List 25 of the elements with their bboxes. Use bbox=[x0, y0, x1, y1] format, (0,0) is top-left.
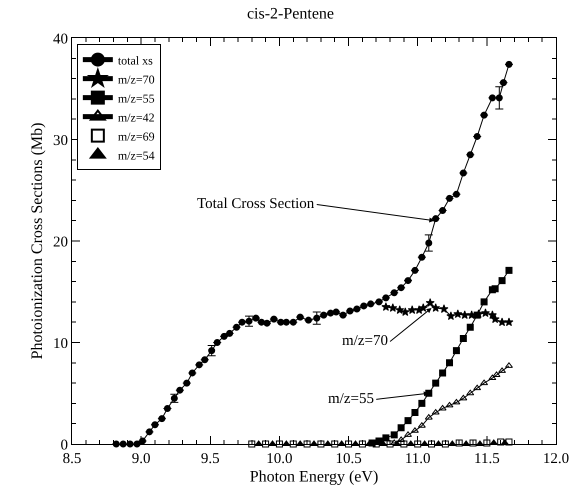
legend-label: m/z=54 bbox=[118, 148, 155, 162]
x-tick-label: 10.5 bbox=[335, 451, 362, 467]
annotation: Total Cross Section bbox=[197, 196, 315, 212]
legend-label: m/z=55 bbox=[118, 91, 155, 106]
y-tick-label: 10 bbox=[53, 336, 68, 352]
x-tick-label: 12.0 bbox=[542, 451, 570, 467]
y-tick-label: 20 bbox=[53, 234, 68, 250]
x-tick-label: 8.5 bbox=[62, 451, 82, 467]
x-tick-label: 9.0 bbox=[132, 451, 151, 467]
legend-label: total xs bbox=[118, 53, 154, 68]
y-tick-label: 40 bbox=[53, 31, 68, 48]
x-tick-label: 11.0 bbox=[404, 451, 431, 467]
x-axis-title: Photon Energy (eV) bbox=[250, 468, 378, 486]
x-tick-label: 11.5 bbox=[474, 451, 500, 467]
legend-label: m/z=42 bbox=[118, 110, 155, 124]
x-tick-label: 9.5 bbox=[200, 451, 220, 467]
x-tick-label: 10.0 bbox=[266, 451, 293, 467]
y-tick-label: 0 bbox=[60, 437, 68, 454]
legend-label: m/z=69 bbox=[118, 129, 155, 144]
annotation: m/z=70 bbox=[342, 333, 388, 349]
chart-title: cis-2-Pentene bbox=[246, 6, 334, 23]
y-axis-title: Photoionization Cross Sections (Mb) bbox=[28, 122, 46, 360]
legend-label: m/z=70 bbox=[118, 72, 155, 86]
annotation: m/z=55 bbox=[328, 391, 374, 407]
y-tick-label: 30 bbox=[53, 132, 68, 149]
